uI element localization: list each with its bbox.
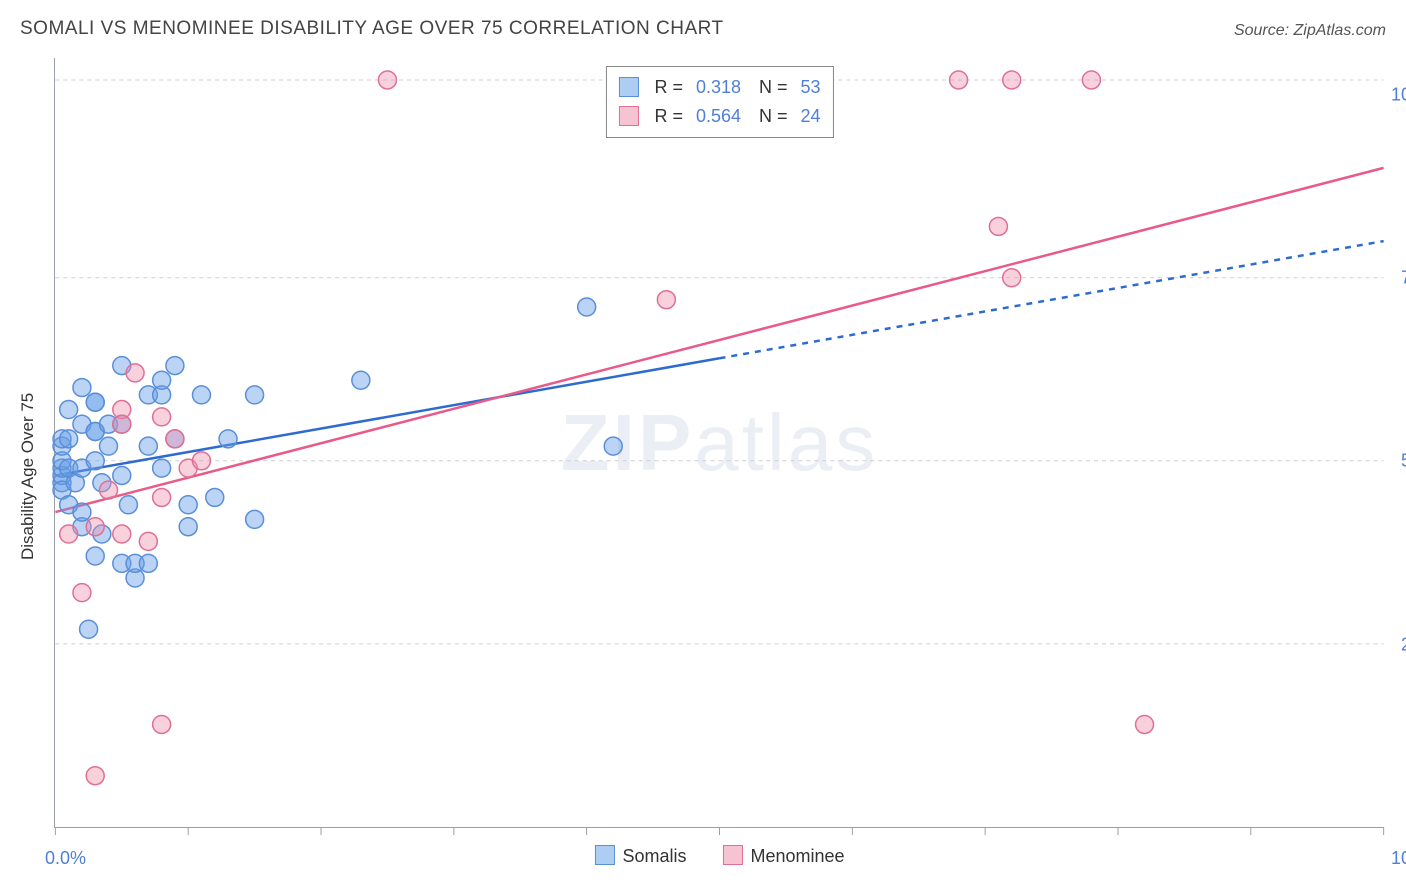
header-row: SOMALI VS MENOMINEE DISABILITY AGE OVER …	[20, 18, 1386, 40]
y-tick-label: 50.0%	[1401, 451, 1406, 472]
y-axis-label-wrap: Disability Age Over 75	[8, 300, 28, 560]
legend-swatch-menominee	[722, 845, 742, 865]
correlation-stats-box: R = 0.318 N = 53 R = 0.564 N = 24	[605, 66, 833, 138]
stats-swatch-menominee	[618, 106, 638, 126]
chart-title: SOMALI VS MENOMINEE DISABILITY AGE OVER …	[20, 18, 724, 40]
y-tick-label: 25.0%	[1401, 634, 1406, 655]
stats-row-menominee: R = 0.564 N = 24	[618, 102, 820, 131]
stats-row-somalis: R = 0.318 N = 53	[618, 73, 820, 102]
y-tick-label: 75.0%	[1401, 268, 1406, 289]
x-tick-label: 100.0%	[1391, 848, 1406, 869]
stats-r-menominee: 0.564	[696, 102, 741, 131]
stats-r-somalis: 0.318	[696, 73, 741, 102]
y-tick-label: 100.0%	[1391, 84, 1406, 105]
bottom-legend: Somalis Menominee	[594, 845, 844, 867]
chart-svg	[55, 58, 1384, 827]
source-credit: Source: ZipAtlas.com	[1234, 22, 1386, 40]
chart-plot-area: ZIPatlas R = 0.318 N = 53 R = 0.564 N = …	[54, 58, 1384, 828]
legend-swatch-somalis	[594, 845, 614, 865]
x-tick-label: 0.0%	[45, 848, 86, 869]
stats-n-somalis: 53	[801, 73, 821, 102]
stats-swatch-somalis	[618, 77, 638, 97]
stats-n-menominee: 24	[801, 102, 821, 131]
legend-item-menominee: Menominee	[722, 845, 844, 867]
y-axis-label: Disability Age Over 75	[18, 393, 38, 560]
legend-item-somalis: Somalis	[594, 845, 686, 867]
